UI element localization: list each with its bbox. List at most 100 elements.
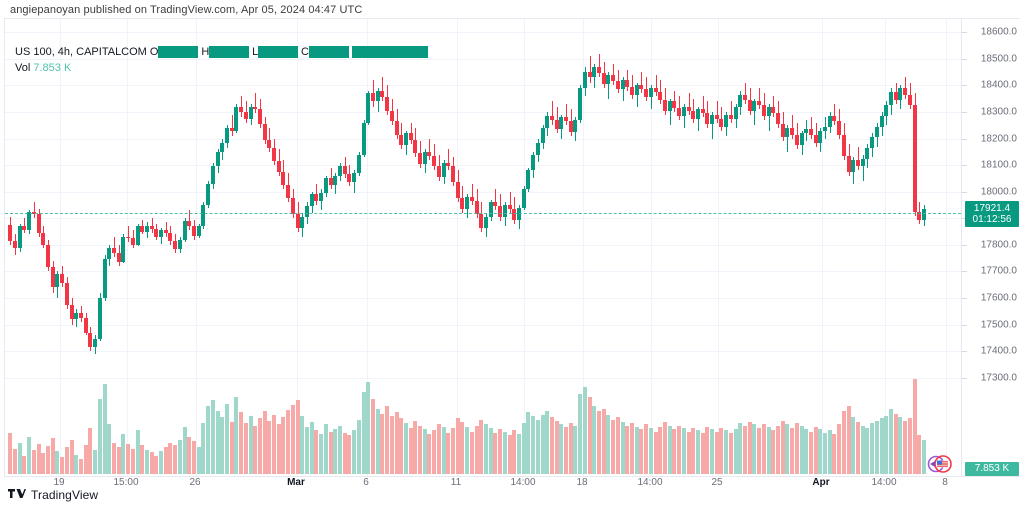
candle-body <box>828 116 832 127</box>
volume-bar <box>663 421 667 474</box>
price-axis-tick <box>962 351 967 352</box>
volume-bar <box>150 452 154 474</box>
candle-body <box>272 147 276 162</box>
volume-bar <box>771 430 775 474</box>
volume-bar <box>249 415 253 474</box>
volume-bar <box>376 408 380 474</box>
candle-body <box>729 114 733 119</box>
volume-bar <box>418 425 422 474</box>
volume-bar <box>164 447 168 474</box>
candle-wick <box>769 104 770 131</box>
candle-body <box>884 105 888 116</box>
gridline-horizontal <box>5 245 961 246</box>
candle-body <box>216 151 220 167</box>
candle-body <box>677 108 681 116</box>
volume-bar <box>522 423 526 474</box>
gridline-horizontal <box>5 325 961 326</box>
volume-bar <box>267 420 271 474</box>
volume-bar <box>898 417 902 474</box>
price-axis[interactable]: 18600.0 18500.0 18400.0 18300.0 18200.0 18100… <box>961 19 1021 476</box>
volume-bar <box>55 451 59 474</box>
candle-body <box>484 216 488 228</box>
price-axis-tick <box>962 165 967 166</box>
volume-bar <box>286 409 290 474</box>
volume-bar <box>588 396 592 474</box>
time-axis[interactable]: 19 15:00 26 Mar 6 11 14:00 18 14:00 25 Apr 14:00 8 <box>4 477 1020 495</box>
price-axis-tick <box>962 378 967 379</box>
volume-bar <box>296 400 300 474</box>
candle-body <box>913 105 917 212</box>
candle-body <box>602 73 606 85</box>
candle-wick <box>128 226 129 243</box>
candle-body <box>418 153 422 164</box>
candle-body <box>296 214 300 228</box>
volume-bar <box>206 406 210 474</box>
volume-bar <box>413 420 417 474</box>
candle-body <box>616 81 620 90</box>
volume-bar <box>781 420 785 474</box>
candle-body <box>498 206 502 217</box>
volume-value: 7.853 K <box>33 62 72 74</box>
volume-bar <box>84 444 88 474</box>
volume-bar <box>790 428 794 474</box>
candle-body <box>385 97 389 111</box>
volume-bar <box>785 424 789 474</box>
volume-bar <box>432 430 436 474</box>
volume-bar <box>752 424 756 474</box>
candle-body <box>465 197 469 209</box>
candle-body <box>800 133 804 146</box>
candle-wick <box>114 236 115 257</box>
volume-bar <box>395 412 399 474</box>
candle-body <box>748 100 752 111</box>
candle-body <box>432 155 436 167</box>
volume-bar <box>234 396 238 474</box>
volume-bar <box>880 418 884 474</box>
candle-body <box>691 110 695 119</box>
volume-bar <box>465 426 469 474</box>
time-axis-label: 14:00 <box>871 477 897 488</box>
current-price-badge[interactable]: 17921.4 01:12:56 <box>965 200 1019 227</box>
price-axis-tick <box>962 59 967 60</box>
tradingview-logo[interactable]: TradingView <box>8 486 98 504</box>
candle-body <box>922 209 926 220</box>
volume-bar <box>22 455 26 474</box>
symbol-label[interactable]: US 100, 4h, CAPITALCOM <box>15 46 147 58</box>
candle-wick <box>670 98 671 126</box>
candle-body <box>18 226 22 248</box>
volume-bar <box>272 414 276 474</box>
price-plot-area[interactable] <box>5 19 961 476</box>
volume-bar <box>701 432 705 474</box>
candle-body <box>795 134 799 146</box>
volume-bar <box>630 423 634 474</box>
volume-bar <box>526 412 530 474</box>
volume-bar <box>884 415 888 474</box>
gridline-vertical <box>457 19 458 476</box>
price-axis-tick <box>962 32 967 33</box>
candle-body <box>404 133 408 146</box>
volume-value-badge[interactable]: 7.853 K <box>965 462 1019 476</box>
candle-body <box>37 214 41 233</box>
volume-bar <box>484 424 488 474</box>
volume-bar <box>508 435 512 474</box>
gridline-horizontal <box>5 85 961 86</box>
volume-bar <box>658 426 662 474</box>
candle-body <box>809 129 813 135</box>
gridline-horizontal <box>5 32 961 33</box>
price-axis-label: 17700.0 <box>980 265 1017 277</box>
volume-bar <box>154 455 158 474</box>
volume-bar <box>41 453 45 474</box>
candle-body <box>649 88 653 98</box>
volume-bar <box>503 431 507 474</box>
volume-bar <box>691 428 695 474</box>
candle-body <box>98 298 102 340</box>
gridline-horizontal <box>5 139 961 140</box>
candle-body <box>588 72 592 78</box>
volume-bar <box>140 444 144 474</box>
gridline-horizontal <box>5 218 961 219</box>
candle-wick <box>34 202 35 219</box>
candle-body <box>762 105 766 116</box>
candle-body <box>861 158 865 167</box>
volume-bar <box>324 424 328 474</box>
gridline-horizontal <box>5 59 961 60</box>
candle-body <box>856 159 860 167</box>
